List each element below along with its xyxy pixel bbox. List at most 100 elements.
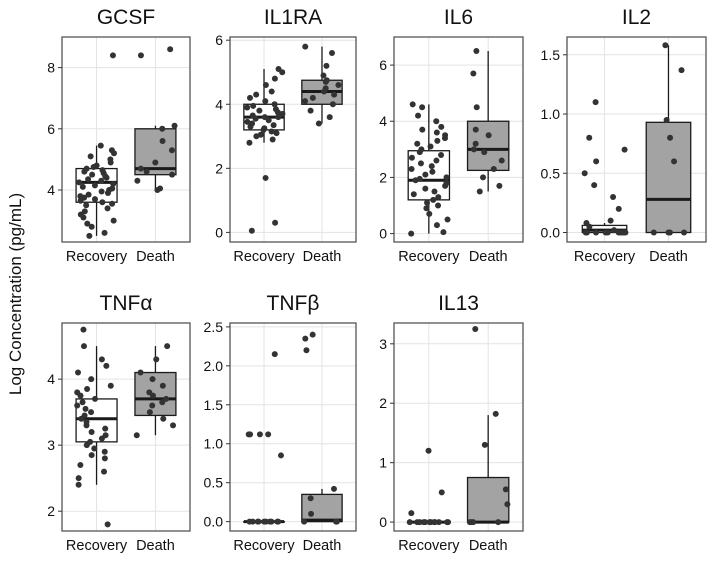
panel-border [61, 322, 191, 532]
data-point [91, 445, 98, 452]
y-tick-label: 0.0 [204, 514, 224, 530]
data-point [440, 229, 447, 236]
data-point [583, 229, 590, 236]
data-point [406, 519, 413, 526]
panel-il2: 0.0 0.5 1.0 1.5 Recovery Death IL2 [541, 6, 707, 265]
data-point [256, 107, 263, 114]
data-point [104, 521, 111, 528]
data-point [85, 191, 92, 198]
data-point [419, 126, 426, 133]
data-point [302, 98, 309, 105]
data-point [423, 205, 430, 212]
x-tick-label-recovery: Recovery [66, 249, 128, 265]
data-point [495, 519, 502, 526]
x-tick-label-recovery: Recovery [233, 249, 295, 265]
data-point [101, 455, 108, 462]
y-tick-label: 1 [379, 455, 387, 471]
data-point [581, 170, 588, 177]
data-point [99, 199, 106, 206]
data-point [249, 112, 256, 119]
data-point [607, 217, 614, 224]
y-tick-label: 2 [379, 395, 387, 411]
data-point [611, 227, 618, 234]
data-point [427, 143, 434, 150]
data-point [98, 188, 105, 195]
data-point [422, 519, 429, 526]
box-death [301, 43, 343, 127]
y-tick-label: 8 [47, 60, 55, 76]
data-point [261, 114, 268, 121]
data-point [415, 112, 422, 119]
box-death [133, 343, 177, 439]
data-point [109, 185, 116, 192]
box-death [466, 325, 511, 526]
data-point [79, 399, 86, 406]
panel-border [229, 322, 357, 532]
data-point [492, 410, 499, 417]
data-point [169, 171, 176, 178]
x-tick-label-death: Death [136, 538, 175, 554]
data-point [496, 182, 503, 189]
data-point [262, 98, 269, 105]
data-point [91, 196, 98, 203]
data-point [435, 202, 442, 209]
data-point [88, 376, 95, 383]
data-point [481, 149, 488, 156]
data-point [408, 510, 415, 517]
panel-border [566, 36, 707, 243]
data-point [419, 104, 426, 111]
data-point [244, 104, 251, 111]
panel-title: GCSF [97, 6, 155, 29]
y-tick-label: 3 [379, 336, 387, 352]
data-point [416, 175, 423, 182]
data-point [268, 518, 275, 525]
data-point [75, 369, 82, 376]
y-tick-label: 6 [379, 57, 387, 73]
data-point [275, 114, 282, 121]
panel-gcsf: 4 6 8 Recovery Death GCSF [47, 6, 191, 265]
data-point [87, 438, 94, 445]
data-point [250, 102, 257, 109]
panel-title: IL2 [622, 6, 651, 29]
data-point [149, 376, 156, 383]
x-tick-label-death: Death [303, 249, 342, 265]
data-point [328, 50, 335, 57]
box-death [466, 48, 510, 195]
data-point [438, 123, 445, 130]
data-point [74, 389, 81, 396]
y-tick-label: 0 [215, 224, 223, 240]
data-point [77, 193, 84, 200]
data-point [143, 168, 150, 175]
data-point [435, 194, 442, 201]
data-point [323, 62, 330, 69]
y-tick-label: 6 [47, 121, 55, 137]
data-point [109, 52, 116, 59]
data-point [330, 485, 337, 492]
x-tick-label-death: Death [649, 249, 688, 265]
box-recovery [581, 99, 629, 236]
data-point [481, 441, 488, 448]
data-point [261, 518, 268, 525]
data-point [322, 85, 329, 92]
data-point [101, 468, 108, 475]
data-point [418, 146, 425, 153]
data-point [268, 128, 275, 135]
data-point [414, 140, 421, 147]
data-point [272, 219, 279, 226]
data-point [422, 185, 429, 192]
data-point [157, 185, 164, 192]
data-point [410, 191, 417, 198]
data-point [326, 114, 333, 121]
box-iqr [645, 121, 692, 234]
data-point [307, 495, 314, 502]
data-point [137, 52, 144, 59]
data-point [315, 120, 322, 127]
data-point [302, 43, 309, 50]
box-death [134, 46, 178, 193]
data-point [443, 174, 450, 181]
data-point [591, 182, 598, 189]
box-recovery [74, 326, 118, 528]
data-point [249, 120, 256, 127]
data-point [409, 101, 416, 108]
data-point [650, 229, 657, 236]
